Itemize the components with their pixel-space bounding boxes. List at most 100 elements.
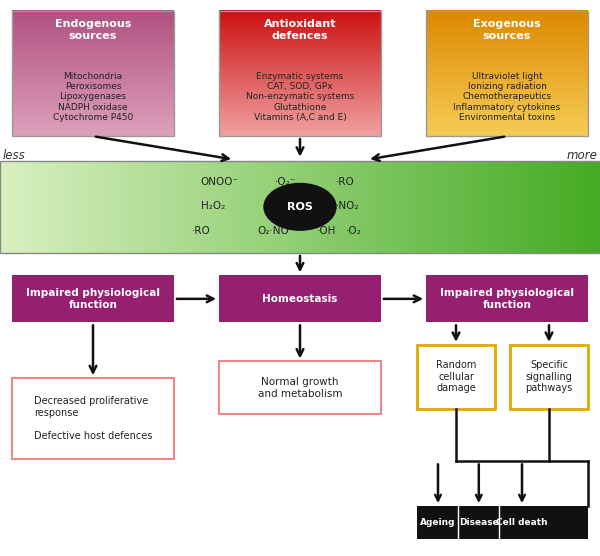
Bar <box>12 30 174 32</box>
Bar <box>219 86 381 88</box>
Bar <box>540 161 544 253</box>
Bar <box>426 119 588 121</box>
Bar <box>12 275 174 322</box>
Bar <box>171 161 175 253</box>
Bar <box>426 77 588 80</box>
Bar <box>219 11 381 136</box>
Bar <box>219 95 381 97</box>
Bar <box>12 38 174 40</box>
Bar <box>471 161 475 253</box>
Bar <box>12 64 174 66</box>
Bar <box>426 64 588 66</box>
Bar <box>219 48 381 50</box>
Bar <box>12 109 174 111</box>
Bar <box>426 11 588 136</box>
Bar <box>126 161 130 253</box>
Bar <box>246 161 250 253</box>
Bar <box>219 31 381 33</box>
Bar <box>594 161 598 253</box>
Bar <box>12 132 174 135</box>
Bar <box>12 125 174 127</box>
Bar <box>219 24 381 26</box>
Bar <box>12 94 174 96</box>
Bar <box>12 51 174 53</box>
Bar <box>420 161 424 253</box>
Bar <box>219 124 381 126</box>
Bar <box>393 161 397 253</box>
Bar <box>495 161 499 253</box>
Bar <box>597 161 600 253</box>
Bar <box>12 82 174 85</box>
Bar <box>465 161 469 253</box>
Bar <box>315 161 319 253</box>
Bar <box>426 123 588 125</box>
Bar <box>510 161 514 253</box>
Bar <box>426 57 588 60</box>
Text: ONOO⁻: ONOO⁻ <box>200 177 238 187</box>
Bar <box>117 161 121 253</box>
Bar <box>12 79 174 81</box>
Bar <box>309 161 313 253</box>
Bar <box>63 161 67 253</box>
Bar <box>219 105 381 107</box>
Bar <box>108 161 112 253</box>
Bar <box>426 124 588 126</box>
Text: Homeostasis: Homeostasis <box>262 294 338 304</box>
Bar <box>12 111 174 113</box>
Bar <box>219 125 381 127</box>
Bar <box>369 161 373 253</box>
Bar <box>567 161 571 253</box>
Bar <box>12 74 174 76</box>
Bar <box>174 161 178 253</box>
Bar <box>300 161 304 253</box>
Bar <box>12 129 174 131</box>
Bar <box>426 36 588 39</box>
Bar <box>12 131 174 134</box>
Bar <box>426 71 588 73</box>
Bar <box>57 161 61 253</box>
Bar <box>426 30 588 32</box>
Bar <box>12 108 174 110</box>
Text: Exogenous
sources: Exogenous sources <box>473 19 541 41</box>
Bar <box>231 161 235 253</box>
Bar <box>12 39 174 41</box>
Bar <box>45 161 49 253</box>
Bar <box>426 65 588 67</box>
Bar <box>3 161 7 253</box>
Bar <box>426 25 588 27</box>
Bar <box>111 161 115 253</box>
Bar <box>426 16 588 18</box>
Bar <box>426 111 588 113</box>
Bar <box>132 161 136 253</box>
Bar <box>12 59 174 61</box>
Bar <box>12 120 174 122</box>
Bar <box>426 42 588 45</box>
Text: Mitochondria
Peroxisomes
Lipoxygenases
NADPH oxidase
Cytochrome P450: Mitochondria Peroxisomes Lipoxygenases N… <box>53 72 133 122</box>
Bar <box>12 21 174 23</box>
Bar <box>12 53 174 55</box>
Bar <box>30 161 34 253</box>
Bar <box>12 22 174 25</box>
Bar <box>12 68 174 70</box>
Bar <box>426 10 588 12</box>
Bar <box>555 161 559 253</box>
Bar <box>507 161 511 253</box>
Bar <box>219 109 381 111</box>
Bar <box>372 161 376 253</box>
Bar <box>426 13 588 15</box>
Bar <box>561 161 565 253</box>
Bar <box>219 79 381 81</box>
Bar <box>12 110 174 112</box>
Bar <box>21 161 25 253</box>
Bar <box>219 119 381 121</box>
Bar <box>426 68 588 70</box>
Bar <box>426 96 588 99</box>
Bar <box>105 161 109 253</box>
Bar <box>12 95 174 97</box>
Bar <box>225 161 229 253</box>
Bar <box>492 161 496 253</box>
Bar <box>549 161 553 253</box>
Bar <box>198 161 202 253</box>
Bar <box>12 56 174 58</box>
Bar <box>219 22 381 25</box>
